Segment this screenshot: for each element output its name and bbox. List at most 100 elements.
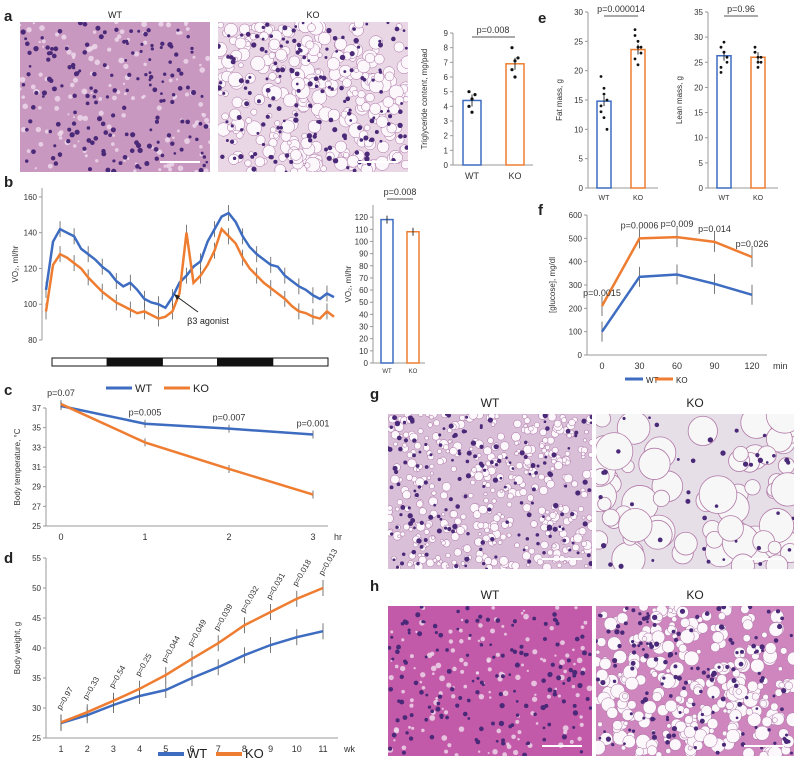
nucleus	[143, 31, 148, 37]
lipid-droplet	[482, 534, 490, 542]
lipid-droplet	[316, 52, 323, 58]
panel-letter-g: g	[370, 386, 380, 403]
cytoplasm-spot	[444, 749, 449, 754]
lipid-droplet	[320, 165, 327, 172]
cytoplasm-spot	[393, 739, 396, 742]
nucleus	[85, 93, 90, 99]
nucleus	[363, 135, 369, 141]
lipid-droplet	[664, 699, 678, 713]
lipid-droplet	[328, 68, 341, 81]
lipid-droplet	[364, 53, 376, 64]
cytoplasm-spot	[68, 94, 73, 99]
nucleus	[434, 630, 438, 635]
lipid-droplet	[751, 692, 760, 701]
adipocyte	[687, 415, 718, 447]
nucleus	[159, 45, 163, 50]
nucleus	[429, 453, 433, 457]
nucleus	[283, 119, 286, 123]
nucleus	[46, 51, 52, 56]
nucleus	[343, 70, 347, 73]
nucleus	[699, 718, 705, 724]
cytoplasm-spot	[114, 22, 119, 25]
nucleus	[57, 28, 63, 34]
chart-a-ylabel: Triglyceride content, mg/pad	[420, 49, 429, 150]
nucleus	[364, 156, 370, 162]
lipid-droplet	[408, 527, 413, 532]
nucleus	[407, 506, 411, 510]
nucleus	[498, 692, 503, 697]
chart-f-x-tick-label: 0	[599, 361, 604, 371]
lipid-droplet	[234, 37, 247, 50]
cytoplasm-spot	[112, 95, 117, 101]
lipid-droplet	[692, 713, 698, 719]
lipid-droplet	[551, 458, 557, 465]
lipid-droplet	[424, 435, 429, 441]
cytoplasm-spot	[477, 750, 481, 753]
nucleus	[273, 61, 278, 66]
nucleus	[396, 435, 402, 441]
nucleus	[417, 485, 422, 489]
cytoplasm-spot	[39, 25, 45, 31]
nucleus	[465, 415, 469, 419]
lipid-droplet	[546, 479, 555, 489]
lipid-droplet	[522, 503, 532, 513]
cytoplasm-spot	[535, 722, 539, 725]
nucleus	[762, 433, 767, 438]
cytoplasm-spot	[388, 674, 394, 681]
cytoplasm-spot	[517, 738, 520, 741]
nucleus	[136, 77, 140, 81]
nucleus	[436, 528, 442, 534]
nucleus	[450, 687, 455, 692]
nucleus	[20, 29, 26, 35]
lipid-droplet	[425, 522, 432, 529]
nucleus	[702, 547, 707, 551]
nucleus	[41, 90, 47, 96]
nucleus	[612, 657, 618, 664]
nucleus	[596, 639, 598, 643]
nucleus	[388, 114, 393, 119]
lipid-droplet	[315, 69, 321, 75]
lipid-droplet	[470, 479, 476, 486]
nucleus	[706, 667, 710, 671]
chart-e1-point	[599, 110, 603, 114]
lipid-droplet	[396, 499, 403, 506]
nucleus	[647, 614, 651, 617]
nucleus	[651, 559, 655, 562]
cytoplasm-spot	[158, 22, 164, 27]
lipid-droplet	[528, 467, 533, 472]
lipid-droplet	[572, 543, 580, 552]
cytoplasm-spot	[413, 667, 416, 670]
nucleus	[657, 537, 663, 543]
nucleus	[515, 699, 519, 703]
nucleus	[428, 514, 434, 520]
nucleus	[542, 414, 548, 419]
nucleus	[402, 715, 408, 720]
nucleus	[154, 156, 159, 161]
nucleus	[129, 148, 135, 153]
nucleus	[475, 690, 480, 695]
nucleus	[479, 643, 484, 647]
cytoplasm-spot	[463, 684, 468, 689]
nucleus	[646, 612, 650, 615]
lipid-droplet	[450, 532, 460, 541]
nucleus	[250, 154, 255, 159]
cytoplasm-spot	[430, 651, 435, 656]
nucleus	[495, 739, 499, 743]
nucleus	[188, 135, 192, 139]
nucleus	[642, 697, 649, 703]
nucleus	[51, 86, 57, 92]
cytoplasm-spot	[512, 749, 519, 756]
nucleus	[519, 644, 524, 649]
nucleus	[671, 733, 677, 738]
cytoplasm-spot	[565, 653, 570, 658]
nucleus	[279, 67, 286, 73]
cytoplasm-spot	[167, 22, 170, 25]
nucleus	[547, 671, 553, 678]
nucleus	[170, 141, 175, 146]
nucleus	[26, 72, 31, 77]
nucleus	[378, 39, 382, 43]
chart-d-y-tick-label: 45	[32, 614, 41, 623]
chart-b2-y-tick-label: 100	[355, 237, 369, 246]
nucleus	[279, 44, 283, 48]
